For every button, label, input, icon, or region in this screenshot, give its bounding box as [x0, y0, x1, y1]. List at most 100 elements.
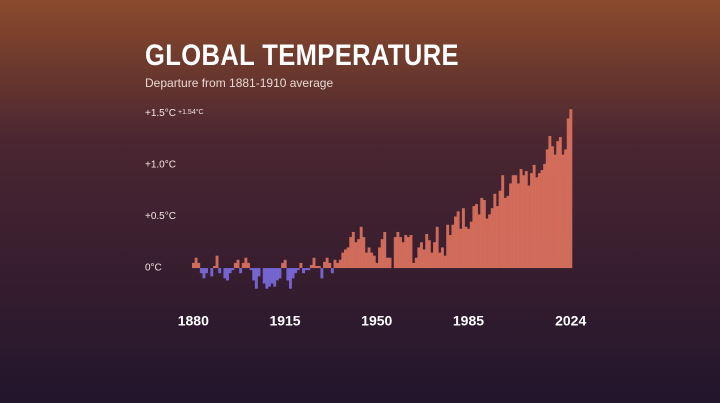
bar: [212, 265, 216, 269]
bar: [548, 136, 552, 269]
x-tick-label: 1950: [361, 313, 392, 329]
bar: [435, 226, 439, 269]
chart-subtitle: Departure from 1881-1910 average: [145, 76, 333, 90]
bar: [396, 231, 400, 269]
bar: [338, 259, 342, 269]
bar: [252, 268, 256, 281]
bar: [482, 199, 486, 269]
bar: [433, 242, 437, 269]
bar: [406, 237, 410, 269]
bar: [364, 252, 368, 269]
bar: [446, 224, 450, 269]
bar: [511, 175, 515, 269]
y-tick-label: +0.5°C: [145, 211, 176, 222]
x-tick-label: 2024: [555, 313, 586, 329]
bar: [294, 268, 298, 274]
bar: [254, 268, 258, 289]
bar: [309, 264, 313, 269]
bar: [268, 268, 271, 287]
bar: [205, 268, 209, 274]
bar: [448, 235, 452, 269]
y-tick-label: 0°C: [145, 263, 162, 274]
x-tick-label: 1915: [269, 313, 300, 329]
bar: [506, 195, 510, 269]
bar: [385, 257, 389, 269]
bar: [414, 257, 418, 269]
bar: [304, 268, 308, 271]
bar: [333, 259, 337, 269]
bar: [375, 262, 379, 269]
bar: [354, 242, 358, 269]
bar: [535, 177, 539, 269]
bar: [257, 268, 261, 277]
bar: [485, 218, 489, 269]
bar: [543, 163, 547, 269]
bar: [199, 268, 203, 274]
bar: [519, 169, 523, 269]
bar: [370, 252, 374, 269]
bar: [344, 249, 347, 269]
bar: [236, 259, 240, 269]
bar: [393, 237, 397, 269]
bar: [372, 255, 376, 269]
bar: [262, 268, 266, 284]
bar: [299, 262, 303, 269]
bar: [351, 231, 355, 269]
bar: [367, 247, 371, 269]
bar: [509, 183, 513, 269]
bar: [362, 237, 366, 269]
bar: [551, 146, 554, 269]
bar: [409, 235, 413, 269]
x-tick-label: 1985: [453, 313, 484, 329]
bar: [556, 141, 560, 269]
bar: [561, 154, 565, 269]
bar: [228, 268, 232, 274]
bar: [296, 268, 300, 271]
bar: [420, 242, 423, 269]
bar: [265, 268, 269, 289]
bar: [451, 224, 455, 269]
bar: [218, 268, 222, 274]
bar: [380, 239, 384, 269]
bar: [233, 262, 237, 269]
bar: [553, 154, 557, 269]
bar: [291, 268, 295, 279]
bar: [315, 265, 319, 269]
bar: [438, 252, 442, 269]
bar: [503, 197, 507, 269]
bar: [558, 137, 562, 269]
bar: [194, 257, 198, 269]
bar: [467, 228, 471, 269]
bar: [443, 255, 447, 269]
bar: [330, 268, 334, 274]
bar: [239, 268, 243, 274]
bar: [302, 268, 305, 274]
chart-title: GLOBAL TEMPERATURE: [145, 38, 459, 71]
bar: [527, 185, 531, 269]
bar: [493, 193, 497, 269]
bar: [312, 257, 316, 269]
bar: [270, 268, 274, 284]
bar: [480, 197, 484, 269]
bar: [202, 268, 206, 279]
bar: [488, 214, 492, 269]
bar: [286, 268, 290, 281]
bar: [226, 268, 229, 281]
bar: [336, 262, 340, 269]
bar: [357, 239, 361, 269]
bar: [425, 234, 429, 269]
bar: [514, 175, 518, 269]
bar: [477, 214, 481, 269]
bar: [440, 247, 444, 269]
bar: [427, 240, 431, 269]
bar: [566, 118, 570, 269]
bar: [422, 249, 426, 269]
bar: [231, 268, 235, 271]
bar: [454, 216, 457, 269]
y-tick-label: +1.0°C: [145, 160, 176, 171]
bar: [278, 268, 282, 279]
bar: [532, 164, 536, 269]
bar: [247, 262, 250, 269]
bar: [249, 268, 253, 271]
